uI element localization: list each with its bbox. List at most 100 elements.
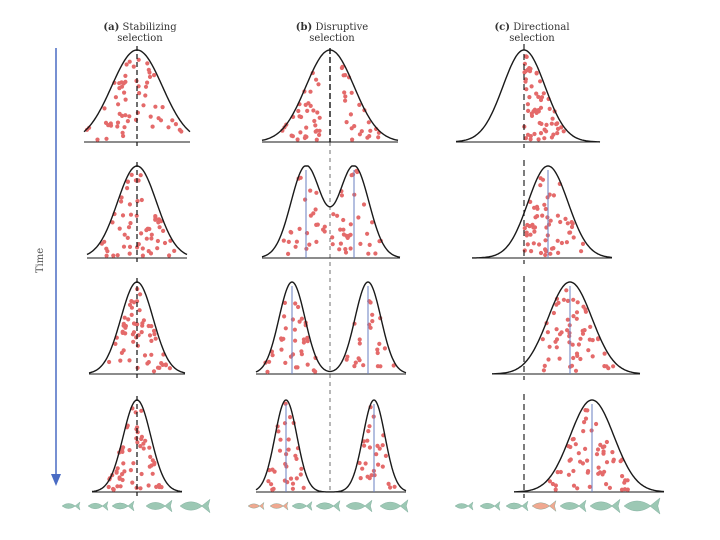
individual-dot	[575, 300, 580, 305]
individual-dot	[365, 474, 370, 479]
individual-dot	[122, 469, 127, 474]
individual-dot	[139, 471, 144, 477]
individual-dot	[106, 484, 111, 490]
individual-dot	[361, 363, 366, 368]
individual-dot	[305, 108, 310, 113]
individual-dot	[123, 73, 128, 78]
individual-dot	[290, 481, 296, 486]
individual-dot	[288, 415, 293, 420]
individual-dot	[376, 135, 381, 140]
individual-dot	[153, 336, 158, 341]
individual-dot	[545, 330, 551, 335]
individual-dot	[352, 364, 357, 369]
individual-dot	[343, 94, 348, 99]
individual-dot	[536, 94, 541, 99]
individual-dot	[295, 137, 300, 142]
individual-dot	[111, 253, 116, 258]
individual-dot	[559, 125, 564, 130]
individual-dot	[150, 124, 155, 129]
individual-dot	[585, 470, 590, 475]
individual-dot	[527, 95, 532, 100]
individual-dot	[536, 137, 541, 142]
individual-dot	[138, 486, 143, 491]
individual-dot	[149, 232, 154, 237]
individual-dot	[130, 480, 135, 485]
fish-body	[315, 502, 335, 510]
individual-dot	[283, 326, 288, 331]
individual-dot	[104, 253, 109, 258]
individual-dot	[120, 130, 125, 135]
individual-dot	[618, 459, 623, 464]
individual-dot	[338, 241, 343, 246]
fish-icon	[179, 498, 211, 514]
individual-dot	[119, 195, 124, 200]
fish-tail	[201, 498, 211, 514]
individual-dot	[121, 133, 126, 139]
individual-dot	[293, 365, 299, 370]
individual-dot	[102, 106, 107, 111]
individual-dot	[269, 482, 274, 487]
individual-dot	[343, 98, 348, 103]
individual-dot	[124, 62, 129, 67]
individual-dot	[138, 292, 143, 297]
fish-tail	[74, 501, 81, 511]
individual-dot	[382, 346, 387, 351]
fish-tail	[364, 499, 373, 513]
individual-dot	[297, 319, 302, 324]
individual-dot	[558, 469, 563, 475]
curve-stabilizing-gen4	[91, 396, 183, 496]
fish-body	[379, 501, 402, 511]
individual-dot	[537, 242, 542, 247]
individual-dot	[540, 337, 545, 342]
individual-dot	[135, 322, 140, 327]
individual-dot	[555, 126, 561, 131]
individual-dot	[330, 242, 335, 247]
individual-dot	[571, 314, 576, 319]
fish-tail	[282, 501, 289, 511]
individual-dot	[571, 235, 576, 240]
individual-dot	[111, 486, 116, 492]
individual-dot	[348, 246, 353, 251]
individual-dot	[565, 221, 570, 226]
individual-dot	[131, 339, 136, 344]
individual-dot	[357, 337, 362, 342]
fish-icon	[247, 501, 265, 511]
curve-directional-gen2	[472, 160, 613, 264]
individual-dot	[583, 446, 588, 451]
individual-dot	[367, 134, 372, 139]
individual-dot	[343, 73, 348, 78]
individual-dot	[574, 310, 580, 315]
individual-dot	[380, 464, 385, 469]
individual-dot	[361, 202, 367, 207]
individual-dot	[370, 220, 375, 225]
curve-directional-gen4	[514, 394, 665, 498]
individual-dot	[553, 487, 558, 492]
distribution-curve	[514, 399, 665, 493]
individual-dot	[524, 54, 529, 60]
individual-dot	[525, 102, 531, 107]
individual-dot	[121, 461, 126, 466]
individual-dot	[125, 235, 130, 240]
individual-dot	[550, 116, 555, 121]
curve-stabilizing-gen3	[88, 278, 186, 378]
individual-dot	[316, 82, 321, 87]
individual-dot	[146, 483, 151, 488]
individual-dot	[380, 443, 385, 448]
individual-dot	[357, 102, 362, 107]
individual-dot	[574, 316, 579, 321]
individual-dot	[585, 458, 590, 463]
individual-dot	[369, 473, 374, 478]
individual-dot	[294, 239, 299, 244]
individual-dot	[359, 129, 364, 134]
individual-dot	[555, 238, 560, 243]
individual-dot	[288, 476, 294, 481]
fish-tail	[578, 499, 587, 513]
individual-dot	[127, 202, 132, 207]
individual-dot	[143, 84, 149, 89]
fish-icon	[589, 498, 621, 514]
individual-dot	[620, 474, 625, 479]
individual-dot	[308, 188, 313, 193]
individual-dot	[299, 352, 304, 357]
individual-dot	[610, 450, 615, 455]
individual-dot	[104, 136, 109, 141]
